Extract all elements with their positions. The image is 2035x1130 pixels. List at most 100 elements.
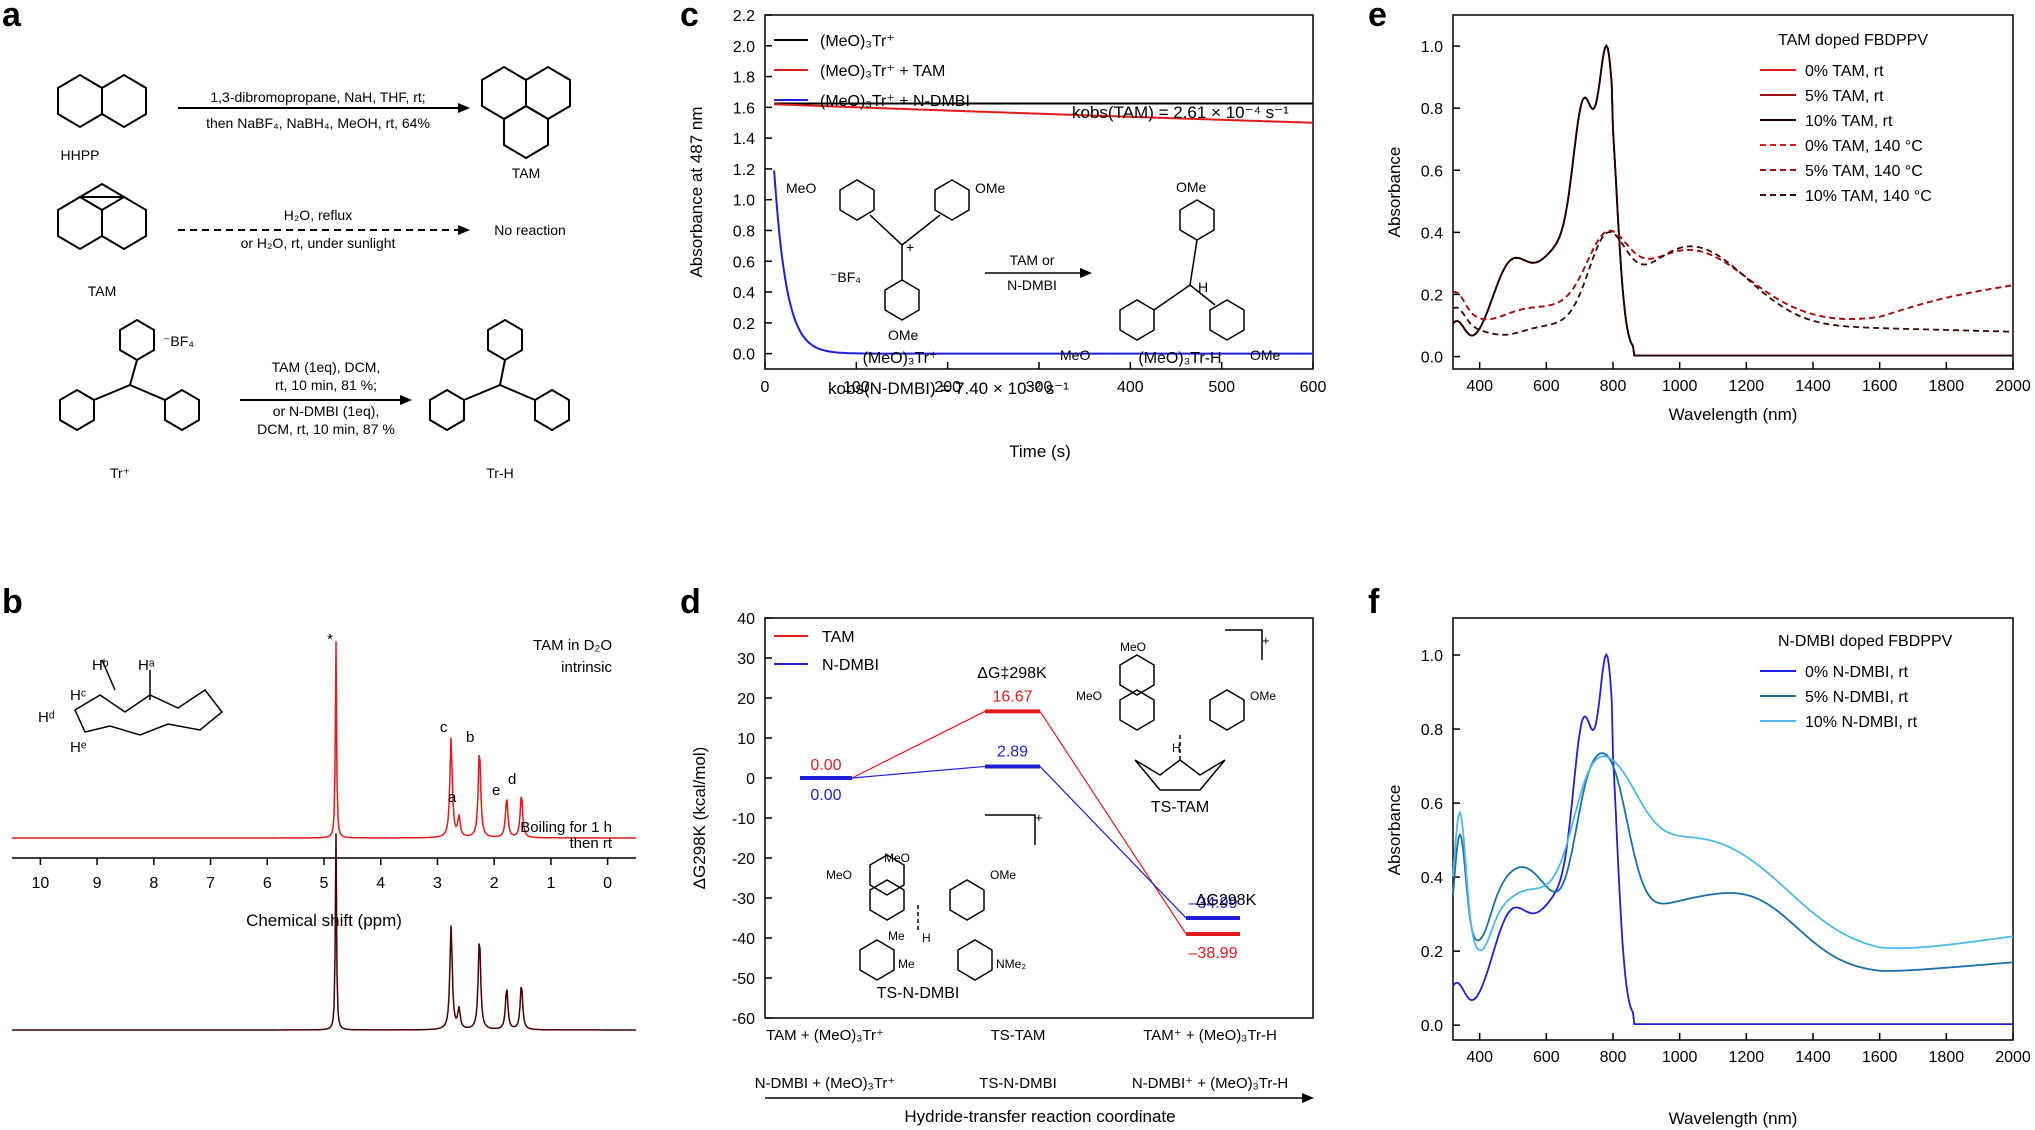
f-x-tick-label: 400 bbox=[1466, 1049, 1493, 1066]
f-x-tick-label: 1400 bbox=[1795, 1049, 1831, 1066]
c-y-tick-label: 1.6 bbox=[733, 100, 755, 117]
d-legend-label: N-DMBI bbox=[822, 657, 879, 674]
d-value-label: 0.00 bbox=[810, 757, 841, 774]
c-inset-plus: + bbox=[906, 239, 914, 255]
panel-label-c: c bbox=[680, 0, 699, 34]
c-legend-label: (MeO)₃Tr⁺ + TAM bbox=[820, 63, 945, 80]
f-series-line bbox=[1452, 652, 2013, 1025]
d-y-tick-label: 10 bbox=[737, 731, 755, 748]
d-ts-tam-plus: + bbox=[1262, 633, 1270, 648]
f-y-tick-label: 0.0 bbox=[1421, 1018, 1443, 1035]
f-plot-frame bbox=[1452, 617, 2014, 1041]
e-x-tick-label: 1800 bbox=[1929, 378, 1965, 395]
f-legend-label: 10% N-DMBI, rt bbox=[1805, 714, 1918, 731]
d-category-ndmbi: TS-N-DMBI bbox=[979, 1075, 1057, 1092]
f-legend-title: N-DMBI doped FBDPPV bbox=[1778, 633, 1953, 650]
tam-label-1: TAM bbox=[512, 165, 541, 181]
c-y-tick-label: 0.8 bbox=[733, 223, 755, 240]
d-x-axis-label: Hydride-transfer reaction coordinate bbox=[904, 1107, 1175, 1126]
r1-condition-1: 1,3-dibromopropane, NaH, THF, rt; bbox=[210, 89, 425, 105]
r2-condition-1: H₂O, reflux bbox=[284, 207, 352, 223]
panel-d-energy-profile: 40 30 20 10 0 -10 -20 -30 -40 -50 -60 0.00 16.67 –38… bbox=[690, 611, 1314, 1126]
d-tstam-meo-left: MeO bbox=[1076, 689, 1102, 703]
c-y-tick-label: 0.6 bbox=[733, 254, 755, 271]
d-category-tam: TAM + (MeO)₃Tr⁺ bbox=[766, 1027, 884, 1044]
panel-label-d: d bbox=[680, 583, 701, 621]
c-x-tick-label: 0 bbox=[761, 379, 770, 396]
e-y-axis-label: Absorbance bbox=[1385, 147, 1404, 238]
c-legend-label: (MeO)₃Tr⁺ bbox=[820, 33, 895, 50]
d-tsndmbi-nme2: NMe₂ bbox=[996, 957, 1026, 971]
c-line-meo3tr-ndmbi bbox=[773, 170, 1313, 355]
d-ts-tam-label: TS-TAM bbox=[1151, 799, 1209, 816]
f-legend-label: 5% N-DMBI, rt bbox=[1805, 689, 1909, 706]
f-y-axis-label: Absorbance bbox=[1385, 785, 1404, 876]
c-y-tick-label: 2.0 bbox=[733, 39, 755, 56]
tam-structure-2 bbox=[57, 182, 147, 251]
e-legend-label: 10% TAM, 140 °C bbox=[1805, 188, 1932, 205]
c-line-meo3tr-tam bbox=[774, 103, 1313, 124]
d-connector-N-DMBI bbox=[1039, 766, 1187, 919]
tam-structure-1 bbox=[481, 65, 571, 160]
b-h-label-b: Hᵇ bbox=[92, 657, 109, 674]
e-series-line bbox=[1452, 229, 2014, 321]
e-x-tick-label: 1600 bbox=[1862, 378, 1898, 395]
c-legend-label: (MeO)₃Tr⁺ + N-DMBI bbox=[820, 93, 970, 110]
r3-condition-1: TAM (1eq), DCM, bbox=[272, 359, 381, 375]
r3-condition-2: rt, 10 min, 81 %; bbox=[275, 377, 377, 393]
e-y-tick-label: 1.0 bbox=[1421, 39, 1443, 56]
d-tsndmbi-meo-top: MeO bbox=[884, 851, 910, 865]
d-tsndmbi-me-top: Me bbox=[888, 929, 905, 943]
f-legend-label: 0% N-DMBI, rt bbox=[1805, 664, 1909, 681]
f-series-line bbox=[1452, 752, 2014, 972]
tritylh-structure bbox=[429, 318, 570, 432]
r2-condition-2: or H₂O, rt, under sunlight bbox=[241, 235, 396, 251]
b-x-tick-label: 9 bbox=[93, 875, 102, 892]
c-kobs-ndmbi: kobs(N-DMBI) = 7.40 × 10⁻² s⁻¹ bbox=[828, 379, 1069, 398]
e-series-line bbox=[1452, 231, 2013, 336]
d-tsndmbi-h: H bbox=[922, 931, 931, 945]
c-y-tick-label: 0.4 bbox=[733, 285, 755, 302]
c-inset-meo-product: MeO bbox=[1060, 347, 1090, 363]
e-y-tick-label: 0.0 bbox=[1421, 350, 1443, 367]
f-y-tick-label: 0.6 bbox=[1421, 796, 1443, 813]
trityl-label: Tr⁺ bbox=[110, 465, 130, 481]
b-x-tick-label: 5 bbox=[320, 875, 329, 892]
c-y-tick-label: 1.2 bbox=[733, 162, 755, 179]
c-x-tick-label: 400 bbox=[1117, 379, 1144, 396]
f-x-tick-label: 1600 bbox=[1862, 1049, 1898, 1066]
d-legend-label: TAM bbox=[822, 629, 855, 646]
panel-label-f: f bbox=[1368, 583, 1380, 621]
e-x-axis-label: Wavelength (nm) bbox=[1669, 405, 1798, 424]
c-x-tick-label: 600 bbox=[1300, 379, 1327, 396]
d-tstam-h: H bbox=[1172, 741, 1181, 755]
d-dg-prod-label: ΔG298K bbox=[1196, 892, 1257, 909]
panel-label-e: e bbox=[1368, 0, 1387, 34]
r1-condition-2: then NaBF₄, NaBH₄, MeOH, rt, 64% bbox=[206, 115, 430, 131]
c-y-tick-label: 1.8 bbox=[733, 70, 755, 87]
b-h-label-e: Hᵉ bbox=[70, 739, 87, 756]
r3-condition-3: or N-DMBI (1eq), bbox=[273, 403, 380, 419]
panel-c-kinetics: 0 100 200 300 400 500 600 0.0 0.2 0.4 0.6 0.8 1.0 1.2… bbox=[687, 8, 1326, 461]
e-x-tick-label: 800 bbox=[1600, 378, 1627, 395]
b-x-tick-label: 3 bbox=[433, 875, 442, 892]
d-dg-ts-label: ΔG‡298K bbox=[977, 665, 1047, 682]
c-inset-scheme bbox=[839, 179, 1245, 341]
e-x-tick-label: 1200 bbox=[1729, 378, 1765, 395]
panel-label-a: a bbox=[2, 0, 22, 34]
f-y-tick-label: 1.0 bbox=[1421, 648, 1443, 665]
c-inset-ome-product: OMe bbox=[1250, 347, 1281, 363]
b-bottom-label-1: Boiling for 1 h bbox=[520, 819, 612, 836]
c-x-tick-label: 100 bbox=[843, 379, 870, 396]
b-x-tick-label: 2 bbox=[490, 875, 499, 892]
c-x-tick-label: 200 bbox=[934, 379, 961, 396]
f-x-axis-label: Wavelength (nm) bbox=[1669, 1109, 1798, 1128]
b-h-label-a: Hᵃ bbox=[138, 657, 155, 674]
c-inset-ome-bottom: OMe bbox=[888, 327, 919, 343]
f-y-tick-label: 0.4 bbox=[1421, 870, 1443, 887]
d-y-axis-label: ΔG298K (kcal/mol) bbox=[690, 747, 709, 890]
c-y-tick-label: 0.2 bbox=[733, 316, 755, 333]
b-x-tick-label: 8 bbox=[149, 875, 158, 892]
d-category-tam: TAM⁺ + (MeO)₃Tr-H bbox=[1143, 1027, 1277, 1044]
d-y-tick-label: -40 bbox=[732, 931, 755, 948]
